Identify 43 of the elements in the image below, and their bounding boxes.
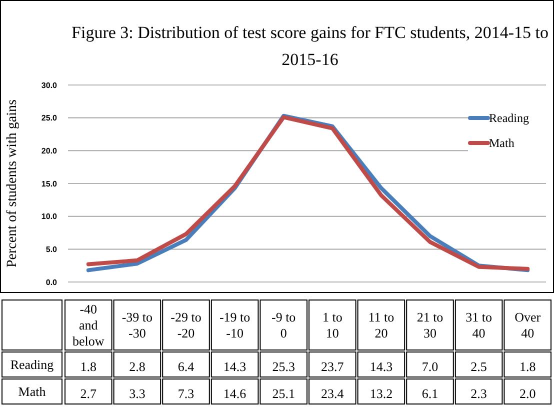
x-tick-label: -19 to -10 <box>219 310 250 341</box>
x-tick-label: -39 to -30 <box>122 310 153 341</box>
data-label: 23.7 <box>321 359 344 374</box>
y-tick-label: 25.0 <box>41 114 58 123</box>
text: Math <box>18 384 46 400</box>
data-label: 14.3 <box>223 359 246 374</box>
y-axis-title: Percent of students with gains <box>5 100 20 268</box>
y-tick-label: 0.0 <box>46 278 58 287</box>
data-label: 14.3 <box>370 359 393 374</box>
x-tick-label: 31 to 40 <box>466 310 492 341</box>
x-tick-label: -40 and below <box>72 302 105 349</box>
y-tick-label: 5.0 <box>46 244 58 254</box>
x-tick-label: 21 to 30 <box>416 310 444 341</box>
data-label: 7.3 <box>178 386 194 402</box>
data-label: 2.5 <box>470 359 487 374</box>
text: Reading <box>10 357 54 372</box>
data-label: 1.8 <box>519 359 536 374</box>
y-tick-label: 20.0 <box>41 146 58 156</box>
data-label: 2.0 <box>519 386 536 402</box>
data-label: 2.3 <box>470 386 487 402</box>
data-label: 23.4 <box>321 386 344 402</box>
data-label: 6.4 <box>178 359 195 374</box>
data-label: 7.0 <box>422 359 438 374</box>
x-tick-label: 11 to 20 <box>368 310 394 341</box>
data-label: 13.2 <box>370 386 393 402</box>
data-label: 25.1 <box>272 386 295 402</box>
y-tick-label: 15.0 <box>41 179 58 188</box>
y-tick-label: 30.0 <box>41 80 58 90</box>
data-label: 14.6 <box>223 386 247 402</box>
data-label: 25.3 <box>272 359 295 374</box>
legend-label: Math <box>489 136 514 150</box>
data-label: 6.1 <box>422 386 438 402</box>
data-label: 1.8 <box>80 359 97 374</box>
x-tick-label: -9 to 0 <box>272 310 296 341</box>
chart-title: Figure 3: Distribution of test score gains for FTC students, 2014-15 to 2015-16 <box>72 23 548 69</box>
data-label: 2.7 <box>80 386 98 402</box>
y-tick-label: 10.0 <box>41 212 58 222</box>
legend-label: Reading <box>489 111 529 126</box>
x-tick-label: Over 40 <box>514 310 542 341</box>
data-label: 2.8 <box>129 359 146 374</box>
x-tick-label: -29 to -20 <box>170 310 202 341</box>
data-label: 3.3 <box>129 386 146 402</box>
x-tick-label: 1 to 10 <box>322 310 342 341</box>
